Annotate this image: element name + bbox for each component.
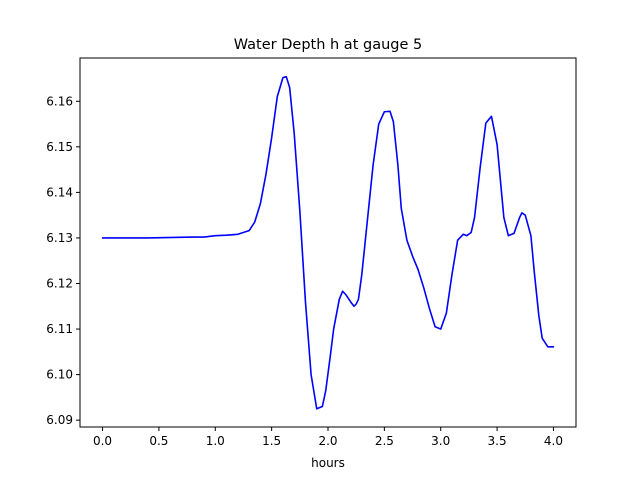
y-tick-label: 6.14	[46, 185, 73, 199]
x-tick-label: 0.5	[149, 434, 168, 448]
y-tick-label: 6.15	[46, 140, 73, 154]
x-tick-label: 3.5	[488, 434, 507, 448]
x-tick-label: 0.0	[93, 434, 112, 448]
x-tick-label: 2.5	[375, 434, 394, 448]
chart-title: Water Depth h at gauge 5	[234, 37, 422, 53]
x-tick-label: 1.5	[262, 434, 281, 448]
x-axis-label: hours	[311, 456, 345, 470]
y-tick-label: 6.09	[46, 413, 73, 427]
x-tick-label: 4.0	[544, 434, 563, 448]
x-tick-label: 2.0	[318, 434, 337, 448]
x-tick-label: 1.0	[206, 434, 225, 448]
y-tick-label: 6.10	[46, 368, 73, 382]
y-tick-label: 6.12	[46, 277, 73, 291]
plot-area: 0.0 0.5 1.0 1.5 2.0 2.5 3.0 3.5 4.0 6.09 6.10 6.11 6…	[46, 57, 577, 448]
y-tick-label: 6.13	[46, 231, 73, 245]
y-tick-label: 6.16	[46, 94, 73, 108]
x-tick-label: 3.0	[431, 434, 450, 448]
series-line-0	[101, 75, 555, 410]
y-tick-label: 6.11	[46, 322, 73, 336]
